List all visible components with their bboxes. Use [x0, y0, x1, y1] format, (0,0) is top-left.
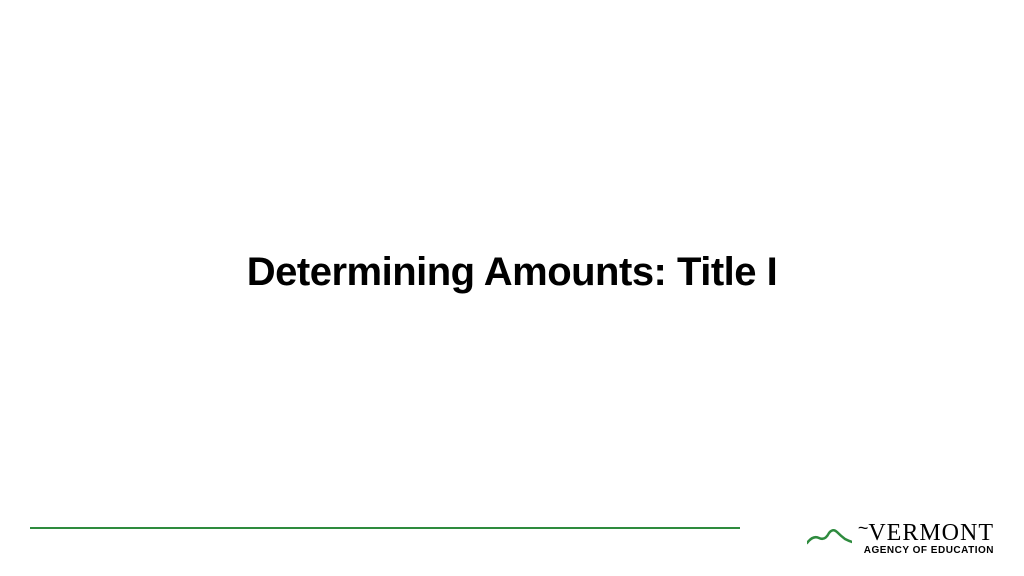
- logo-main-row: ~ VERMONT: [807, 520, 994, 547]
- vermont-logo: ~ VERMONT AGENCY OF EDUCATION: [807, 520, 994, 556]
- state-name: VERMONT: [868, 520, 994, 547]
- divider-line: [30, 527, 740, 529]
- slide-title: Determining Amounts: Title I: [0, 250, 1024, 295]
- agency-name: AGENCY OF EDUCATION: [864, 545, 994, 556]
- mountain-icon: [807, 527, 852, 545]
- logo-tilde: ~: [858, 518, 869, 539]
- slide-container: Determining Amounts: Title I ~ VERMONT A…: [0, 0, 1024, 576]
